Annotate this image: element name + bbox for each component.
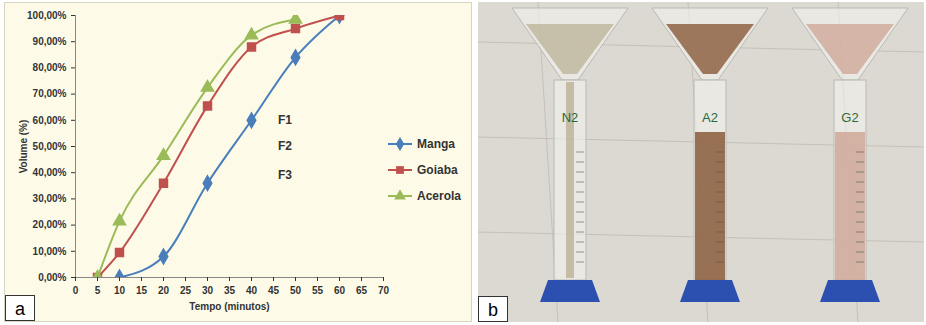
svg-text:25: 25	[180, 285, 192, 296]
svg-text:G2: G2	[841, 110, 858, 125]
svg-text:F1: F1	[278, 113, 292, 127]
svg-text:30: 30	[202, 285, 214, 296]
svg-text:50: 50	[290, 285, 302, 296]
html-text:Goiaba: Goiaba	[417, 163, 458, 177]
svg-text:40,00%: 40,00%	[33, 167, 67, 178]
svg-text:0,00%: 0,00%	[38, 272, 66, 283]
svg-text:50,00%: 50,00%	[33, 141, 67, 152]
svg-text:0: 0	[73, 285, 79, 296]
html-text:Acerola: Acerola	[417, 189, 461, 203]
svg-text:60: 60	[334, 285, 346, 296]
svg-text:15: 15	[136, 285, 148, 296]
svg-text:20,00%: 20,00%	[33, 219, 67, 230]
svg-text:N2: N2	[562, 110, 579, 125]
svg-text:70: 70	[378, 285, 390, 296]
svg-text:55: 55	[312, 285, 324, 296]
svg-text:A2: A2	[702, 110, 718, 125]
svg-text:5: 5	[95, 285, 101, 296]
svg-text:70,00%: 70,00%	[33, 88, 67, 99]
svg-text:35: 35	[224, 285, 236, 296]
svg-text:10,00%: 10,00%	[33, 246, 67, 257]
svg-text:60,00%: 60,00%	[33, 115, 67, 126]
svg-text:80,00%: 80,00%	[33, 62, 67, 73]
svg-text:90,00%: 90,00%	[33, 36, 67, 47]
svg-text:45: 45	[268, 285, 280, 296]
html-text:b: b	[488, 300, 498, 320]
html-text:a: a	[15, 299, 25, 319]
svg-text:10: 10	[114, 285, 126, 296]
svg-text:20: 20	[158, 285, 170, 296]
svg-text:40: 40	[246, 285, 258, 296]
html-text:Manga: Manga	[417, 137, 455, 151]
svg-text:100,00%: 100,00%	[27, 10, 67, 21]
svg-text:F3: F3	[278, 168, 292, 182]
svg-text:F2: F2	[278, 139, 292, 153]
svg-text:65: 65	[356, 285, 368, 296]
svg-text:Volume (%): Volume (%)	[18, 120, 29, 174]
svg-text:30,00%: 30,00%	[33, 193, 67, 204]
svg-text:Tempo (minutos): Tempo (minutos)	[189, 301, 269, 312]
